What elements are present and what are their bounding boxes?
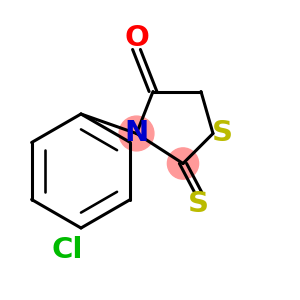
Circle shape xyxy=(167,148,199,179)
Circle shape xyxy=(119,116,154,151)
Text: S: S xyxy=(188,190,208,218)
Text: S: S xyxy=(212,119,233,148)
Text: O: O xyxy=(124,23,149,52)
Text: N: N xyxy=(124,119,148,148)
Text: Cl: Cl xyxy=(52,236,83,265)
